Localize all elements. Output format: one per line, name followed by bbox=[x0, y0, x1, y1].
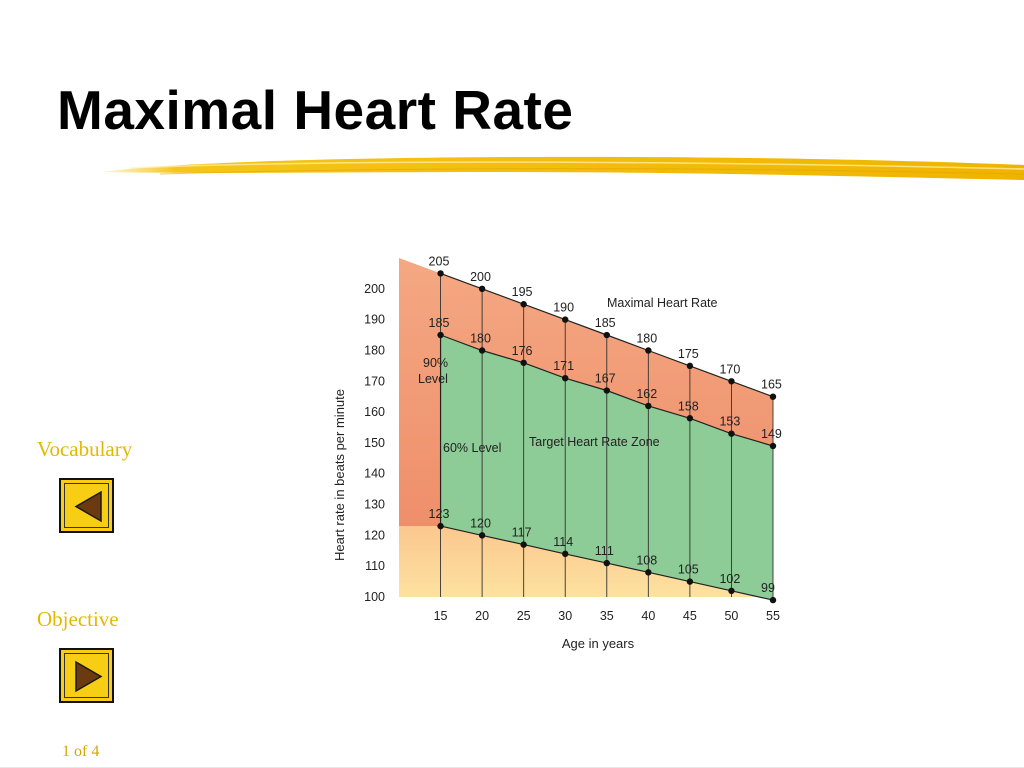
y-tick-label: 180 bbox=[364, 343, 385, 357]
data-point bbox=[686, 415, 694, 422]
data-label: 180 bbox=[470, 331, 491, 345]
data-label: 120 bbox=[470, 516, 491, 530]
data-point bbox=[728, 587, 735, 595]
data-label: 176 bbox=[512, 344, 533, 358]
max-rate-label: Maximal Heart Rate bbox=[607, 296, 717, 310]
data-point bbox=[769, 393, 777, 400]
data-point bbox=[478, 532, 486, 539]
x-tick-label: 50 bbox=[724, 609, 738, 623]
data-point bbox=[437, 270, 444, 277]
data-point bbox=[603, 559, 610, 567]
triangle-left-icon bbox=[74, 490, 102, 523]
forward-button[interactable] bbox=[59, 648, 114, 703]
data-point bbox=[728, 378, 735, 385]
y-tick-label: 100 bbox=[364, 590, 385, 604]
data-point bbox=[769, 596, 777, 604]
data-point bbox=[478, 285, 486, 293]
y-tick-label: 120 bbox=[364, 528, 385, 542]
x-tick-label: 40 bbox=[641, 609, 655, 623]
data-point bbox=[686, 578, 694, 585]
data-label: 205 bbox=[429, 254, 450, 268]
data-label: 111 bbox=[595, 544, 614, 558]
data-label: 175 bbox=[678, 347, 699, 361]
area-below-60-level bbox=[399, 526, 773, 601]
title-underline-brush bbox=[102, 156, 1024, 180]
data-label: 102 bbox=[719, 572, 740, 586]
y-tick-label: 160 bbox=[364, 405, 385, 419]
level-90-label-line1: 90% bbox=[423, 356, 448, 370]
data-label: 200 bbox=[470, 270, 491, 284]
data-point bbox=[520, 541, 527, 548]
x-tick-label: 35 bbox=[600, 609, 614, 623]
x-tick-label: 45 bbox=[683, 609, 697, 623]
y-tick-label: 200 bbox=[364, 282, 385, 296]
level-60-label: 60% Level bbox=[443, 441, 501, 455]
level-90-label-line2: Level bbox=[418, 372, 448, 386]
triangle-right-icon bbox=[75, 660, 103, 693]
x-tick-label: 20 bbox=[475, 609, 489, 623]
x-tick-label: 30 bbox=[558, 609, 572, 623]
data-point bbox=[603, 331, 610, 339]
data-point bbox=[520, 301, 527, 308]
data-point bbox=[562, 316, 569, 323]
data-point bbox=[645, 569, 652, 576]
data-point bbox=[645, 402, 652, 410]
area-above-90-level bbox=[399, 258, 773, 527]
data-label: 117 bbox=[512, 526, 532, 540]
data-point bbox=[437, 331, 444, 339]
data-label: 162 bbox=[636, 387, 657, 401]
data-point bbox=[562, 374, 569, 382]
data-label: 185 bbox=[429, 316, 450, 330]
y-tick-label: 150 bbox=[364, 436, 385, 450]
data-label: 149 bbox=[761, 427, 782, 441]
data-point bbox=[520, 359, 527, 366]
data-point bbox=[562, 550, 569, 558]
data-point bbox=[769, 442, 777, 450]
data-label: 195 bbox=[512, 285, 533, 299]
data-point bbox=[728, 430, 735, 437]
data-label: 185 bbox=[595, 316, 616, 330]
data-label: 99 bbox=[761, 581, 775, 595]
data-label: 114 bbox=[553, 535, 573, 549]
x-tick-label: 25 bbox=[517, 609, 531, 623]
heart-rate-chart: 205 200 195 190 185 180 175 170 165 185 180 176 171 1… bbox=[332, 254, 782, 651]
y-tick-label: 140 bbox=[364, 467, 385, 481]
target-zone-label: Target Heart Rate Zone bbox=[529, 435, 660, 449]
y-tick-label: 170 bbox=[364, 374, 385, 388]
y-tick-label: 130 bbox=[364, 498, 385, 512]
data-point bbox=[686, 362, 694, 370]
back-button[interactable] bbox=[59, 478, 114, 533]
y-tick-label: 110 bbox=[365, 559, 385, 573]
x-axis-label: Age in years bbox=[562, 636, 635, 651]
data-label: 170 bbox=[719, 362, 740, 376]
data-label: 165 bbox=[761, 378, 782, 392]
data-label: 190 bbox=[553, 301, 574, 315]
data-label: 153 bbox=[719, 415, 740, 429]
data-point bbox=[478, 347, 486, 354]
data-label: 180 bbox=[636, 331, 657, 345]
x-tick-label: 15 bbox=[434, 609, 448, 623]
slide-title: Maximal Heart Rate bbox=[57, 79, 574, 141]
y-tick-label: 190 bbox=[364, 313, 385, 327]
data-label: 123 bbox=[429, 507, 450, 521]
data-label: 158 bbox=[678, 399, 699, 413]
data-label: 171 bbox=[553, 359, 574, 373]
page-indicator: 1 of 4 bbox=[62, 743, 100, 760]
vocabulary-link[interactable]: Vocabulary bbox=[37, 437, 133, 461]
data-point bbox=[645, 347, 652, 354]
data-label: 167 bbox=[595, 372, 616, 386]
data-point bbox=[603, 387, 610, 394]
data-point bbox=[437, 522, 444, 530]
y-axis-label: Heart rate in beats per minute bbox=[332, 389, 347, 561]
data-label: 108 bbox=[636, 553, 657, 567]
data-label: 105 bbox=[678, 563, 699, 577]
objective-link[interactable]: Objective bbox=[37, 607, 119, 631]
x-tick-label: 55 bbox=[766, 609, 780, 623]
